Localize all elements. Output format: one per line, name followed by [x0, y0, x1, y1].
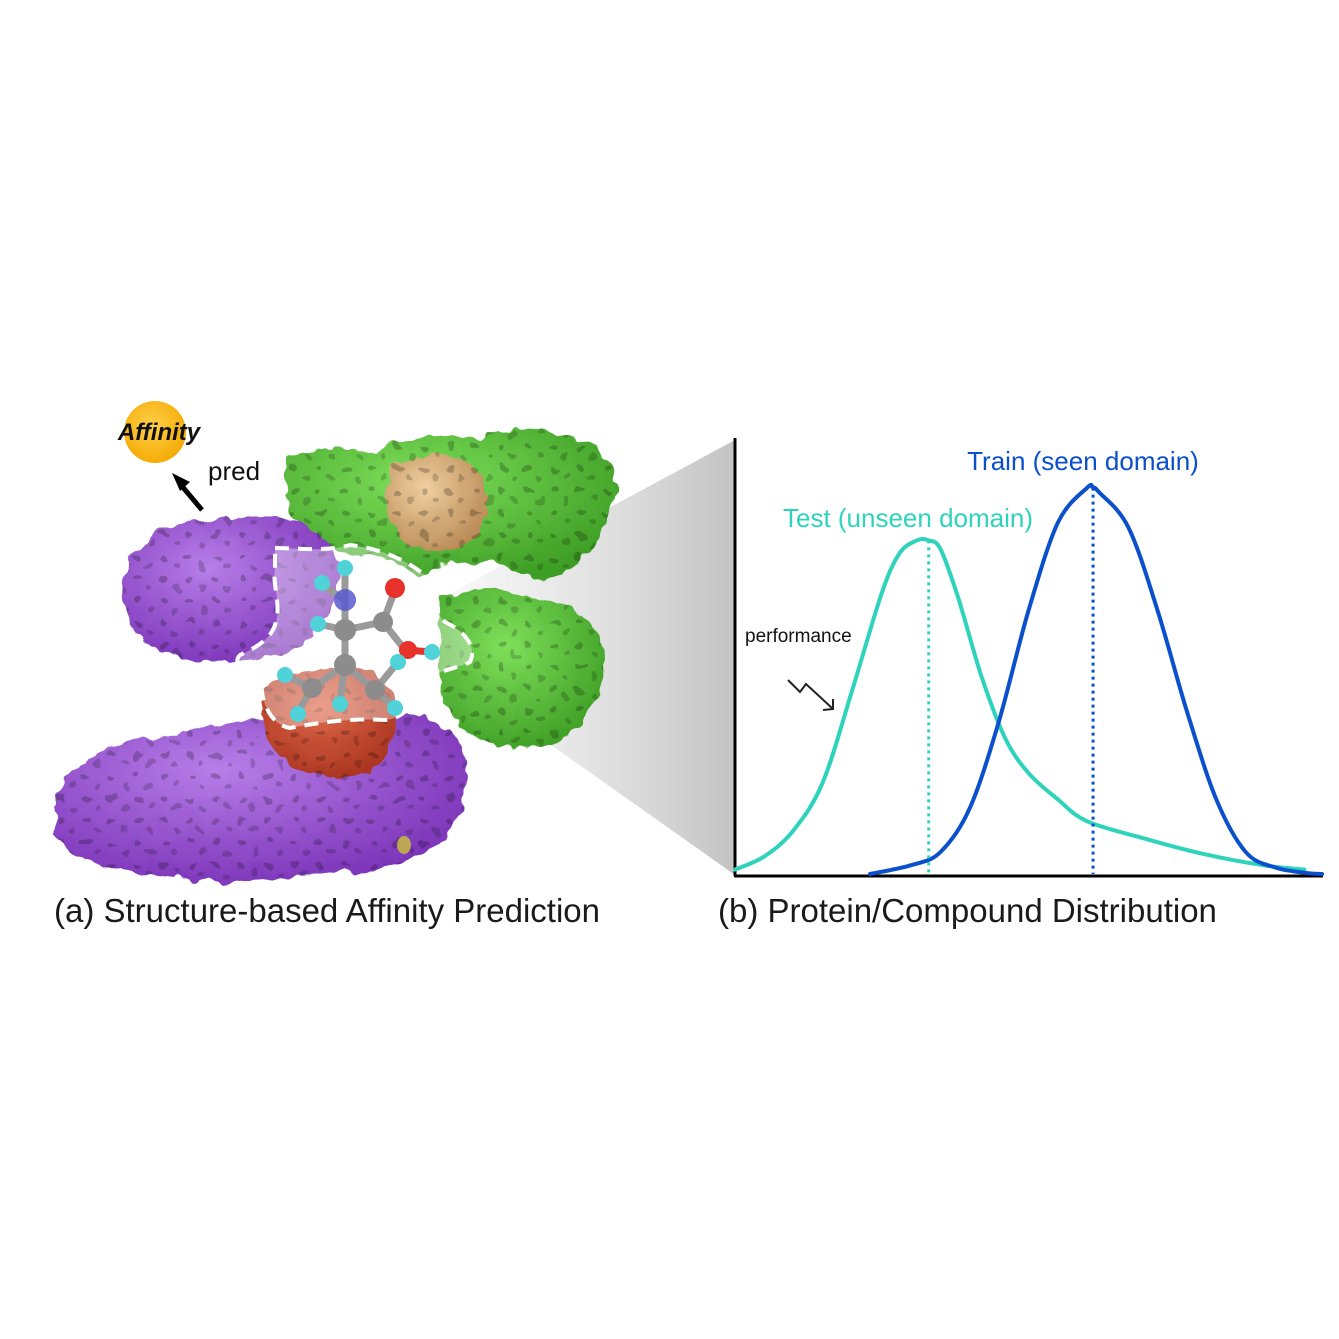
pred-label: pred — [208, 456, 260, 486]
atom-oxygen — [399, 641, 417, 659]
caption-structure-affinity: (a) Structure-based Affinity Prediction — [54, 892, 600, 929]
atom-hydrogen — [337, 560, 353, 576]
affinity-badge: Affinity — [117, 401, 202, 463]
ligand-molecule — [277, 560, 440, 722]
atom-hydrogen — [424, 644, 440, 660]
pred-arrow — [172, 473, 204, 512]
atom-oxygen — [385, 578, 405, 598]
atom-hydrogen — [310, 616, 326, 632]
affinity-label: Affinity — [117, 419, 202, 446]
performance-label: performance — [745, 626, 852, 647]
series-line-test — [733, 537, 1307, 872]
atom-carbon — [334, 654, 356, 676]
atom-hydrogen — [314, 575, 330, 591]
atom-hydrogen — [290, 706, 306, 722]
series-label-test: Test (unseen domain) — [783, 503, 1033, 533]
distribution-chart: Train (seen domain) Test (unseen domain)… — [733, 438, 1324, 878]
series-label-train: Train (seen domain) — [967, 446, 1199, 476]
atom-hydrogen — [277, 667, 293, 683]
atom-hydrogen — [390, 654, 406, 670]
atom-nitrogen — [334, 589, 356, 611]
atom-carbon — [334, 619, 356, 641]
protein-purple-upper — [121, 515, 341, 664]
performance-decrease-arrow — [787, 679, 834, 711]
atom-carbon — [373, 612, 393, 632]
atom-hydrogen — [387, 700, 403, 716]
atom-carbon — [302, 678, 322, 698]
protein-purple-lower — [55, 708, 467, 882]
atom-carbon — [365, 680, 385, 700]
protein-tan-domain — [384, 454, 486, 551]
atom-hydrogen — [332, 696, 348, 712]
caption-distribution: (b) Protein/Compound Distribution — [718, 892, 1217, 929]
protein-structure — [55, 429, 617, 882]
